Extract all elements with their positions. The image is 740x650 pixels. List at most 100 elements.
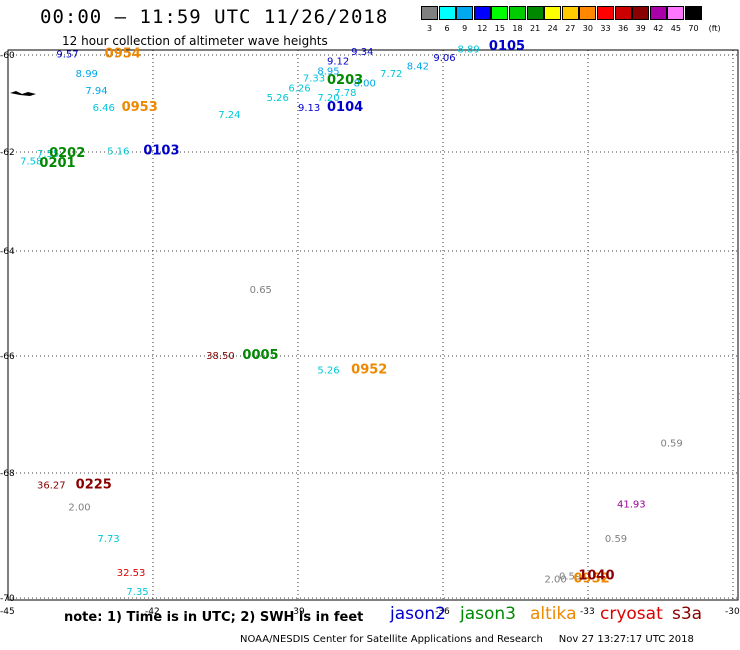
wave-height-value: 41.93 bbox=[617, 499, 646, 510]
pass-time-label: 0201 bbox=[39, 156, 75, 171]
legend-unit: (ft) bbox=[708, 24, 721, 33]
legend-label: 33 bbox=[600, 24, 611, 33]
island-shape bbox=[10, 91, 36, 96]
lat-tick-label: -62 bbox=[0, 148, 15, 158]
pass-time-label: 0104 bbox=[327, 100, 363, 115]
lat-tick-label: -60 bbox=[0, 51, 15, 61]
wave-height-value: 7.55 bbox=[37, 149, 59, 160]
pass-time-label: 0203 bbox=[327, 73, 363, 88]
legend-swatch bbox=[456, 6, 474, 20]
wave-height-value: 6.46 bbox=[93, 103, 115, 114]
wave-height-value: 8.99 bbox=[76, 69, 98, 80]
lon-tick-label: -30 bbox=[725, 607, 740, 617]
lat-tick-label: -64 bbox=[0, 247, 15, 257]
satellite-name-altika: altika bbox=[530, 604, 577, 624]
legend-label: 45 bbox=[670, 24, 681, 33]
footer-note: note: 1) Time is in UTC; 2) SWH is in fe… bbox=[64, 610, 364, 625]
wave-height-value: 7.72 bbox=[380, 69, 402, 80]
wave-height-value: 6.26 bbox=[288, 83, 310, 94]
legend-swatch bbox=[544, 6, 562, 20]
legend-label: 30 bbox=[582, 24, 593, 33]
legend-swatch bbox=[526, 6, 544, 20]
satellite-name-jason3: jason3 bbox=[460, 604, 516, 624]
legend-swatch bbox=[649, 6, 667, 20]
wave-height-value: 7.20 bbox=[317, 93, 339, 104]
wave-height-value: 8.42 bbox=[407, 62, 429, 73]
wave-height-value: 9.12 bbox=[327, 57, 349, 68]
wave-height-value: 9.13 bbox=[298, 103, 320, 114]
lat-tick-label: -66 bbox=[0, 352, 15, 362]
wave-height-value: 2.00 bbox=[545, 574, 567, 585]
legend-swatch bbox=[421, 6, 438, 20]
page-title: 00:00 – 11:59 UTC 11/26/2018 bbox=[40, 6, 389, 28]
legend-label: 42 bbox=[653, 24, 664, 33]
legend-label: 15 bbox=[494, 24, 505, 33]
legend-swatch bbox=[561, 6, 579, 20]
wave-height-value: 0.59 bbox=[661, 439, 683, 450]
legend-label: 12 bbox=[477, 24, 488, 33]
legend-swatch bbox=[597, 6, 614, 20]
legend-label: 21 bbox=[530, 24, 541, 33]
legend-swatch bbox=[473, 6, 491, 20]
lon-tick-label: -33 bbox=[580, 607, 595, 617]
wave-height-value: 7.58 bbox=[20, 156, 42, 167]
wave-height-value: 7.78 bbox=[334, 88, 356, 99]
satellite-name-jason2: jason2 bbox=[390, 604, 446, 624]
wave-height-value: 36.27 bbox=[37, 481, 66, 492]
legend-label: 36 bbox=[618, 24, 629, 33]
credit-line: NOAA/NESDIS Center for Satellite Applica… bbox=[240, 634, 694, 645]
pass-time-label: 1040 bbox=[578, 568, 614, 583]
map-frame bbox=[7, 49, 739, 601]
pass-time-label: 0105 bbox=[489, 39, 525, 54]
legend-label: 9 bbox=[462, 24, 468, 33]
pass-time-label: 0005 bbox=[242, 348, 278, 363]
lon-tick-label: -39 bbox=[290, 607, 305, 617]
wave-height-value: 5.26 bbox=[267, 93, 289, 104]
wave-height-value: 38.50 bbox=[206, 351, 235, 362]
wave-height-value: 9.57 bbox=[56, 49, 78, 60]
wave-height-value: 0.59 bbox=[605, 534, 627, 545]
wave-height-value: 0.59 bbox=[559, 571, 581, 582]
pass-time-label: 0225 bbox=[76, 478, 112, 493]
satellite-name-s3a: s3a bbox=[672, 604, 703, 624]
legend-swatch bbox=[438, 6, 456, 20]
wave-height-value: 2.00 bbox=[68, 503, 90, 514]
pass-time-label: 0954 bbox=[105, 46, 141, 61]
wave-height-value: 7.35 bbox=[126, 587, 148, 598]
wave-height-value: 9.06 bbox=[433, 53, 455, 64]
legend-label: 27 bbox=[565, 24, 576, 33]
legend-swatch bbox=[491, 6, 509, 20]
wave-height-value: 7.94 bbox=[85, 86, 107, 97]
legend-swatch bbox=[685, 6, 702, 20]
pass-time-label: 0103 bbox=[143, 143, 179, 158]
page-subtitle: 12 hour collection of altimeter wave hei… bbox=[62, 34, 328, 48]
pass-time-label: 0953 bbox=[122, 100, 158, 115]
pass-time-label: 0952 bbox=[574, 571, 610, 586]
wave-height-value: 32.53 bbox=[117, 568, 146, 579]
satellite-name-cryosat: cryosat bbox=[600, 604, 663, 624]
legend-swatch bbox=[614, 6, 632, 20]
lon-tick-label: -45 bbox=[0, 607, 15, 617]
lat-tick-label: -68 bbox=[0, 469, 15, 479]
legend-label: 39 bbox=[635, 24, 646, 33]
wave-height-value: 8.95 bbox=[317, 66, 339, 77]
wave-height-value: 7.73 bbox=[97, 534, 119, 545]
wave-height-value: 0.65 bbox=[250, 285, 272, 296]
wave-height-value: 7.24 bbox=[218, 110, 240, 121]
wave-height-value: 1. bbox=[738, 392, 740, 403]
wave-height-value: 8.89 bbox=[458, 45, 480, 56]
pass-time-label: 0952 bbox=[351, 363, 387, 378]
lon-tick-label: -36 bbox=[435, 607, 450, 617]
legend-swatch bbox=[667, 6, 685, 20]
lat-tick-label: -70 bbox=[0, 594, 15, 604]
legend-label: 70 bbox=[688, 24, 699, 33]
wave-height-value: 8.00 bbox=[354, 79, 376, 90]
legend-label: 6 bbox=[444, 24, 450, 33]
legend-swatch bbox=[579, 6, 597, 20]
wave-height-value: 5.26 bbox=[317, 366, 339, 377]
legend-swatch bbox=[509, 6, 526, 20]
pass-time-label: 0202 bbox=[49, 146, 85, 161]
legend-label: 3 bbox=[426, 24, 433, 33]
